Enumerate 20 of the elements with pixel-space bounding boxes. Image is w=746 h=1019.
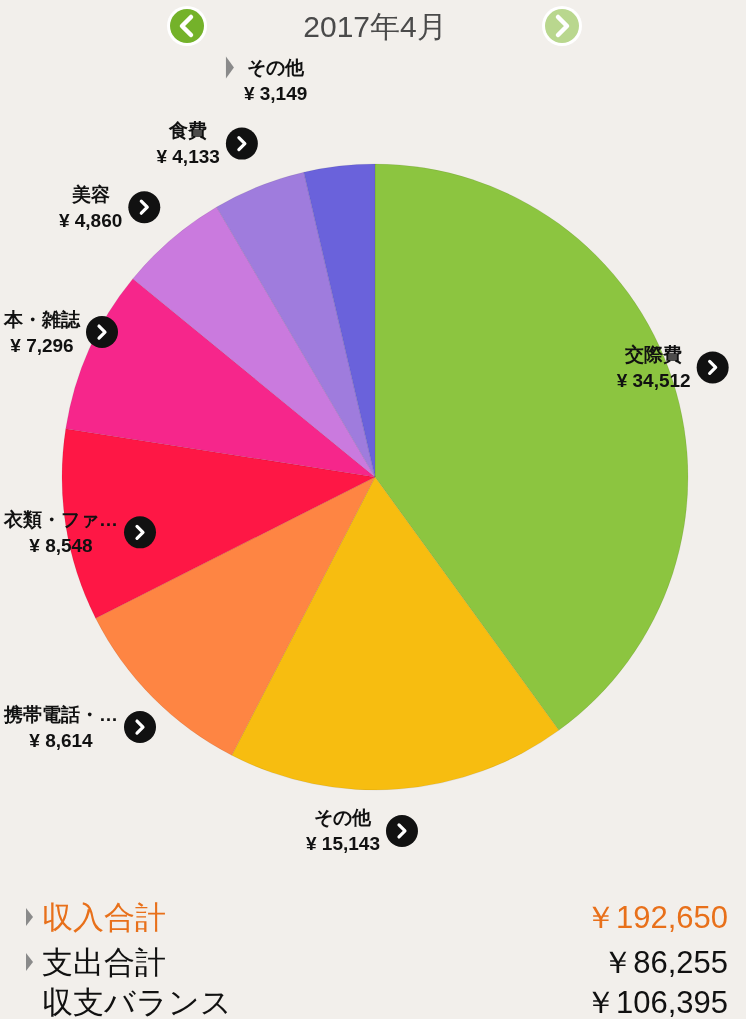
slice-label: 食費 [168,120,208,142]
data-label: ¥ 3,149 [243,83,308,105]
slice-label: その他 [247,57,306,79]
data-label: ¥ 15,143 [306,833,380,855]
text: 支出合計 [42,944,166,980]
text: 収入合計 [42,899,166,935]
slice-label: 本・雑誌 [3,308,81,330]
text: 収支バランス [42,984,232,1019]
slice-label: その他 [314,807,373,829]
data-label: ¥ 7,296 [10,334,74,356]
chart-title: 2017年4月 [303,9,447,43]
text: ￥192,650 [584,899,728,935]
slice-label: 美容 [70,183,110,205]
text: ￥86,255 [602,944,728,980]
text: ￥106,395 [584,984,728,1019]
slice-label: 交際費 [624,343,683,365]
data-label: ¥ 4,860 [58,209,123,231]
slice-label: 携帯電話・… [3,703,118,725]
data-label: ¥ 8,614 [29,729,94,751]
data-label: ¥ 4,133 [156,146,220,168]
